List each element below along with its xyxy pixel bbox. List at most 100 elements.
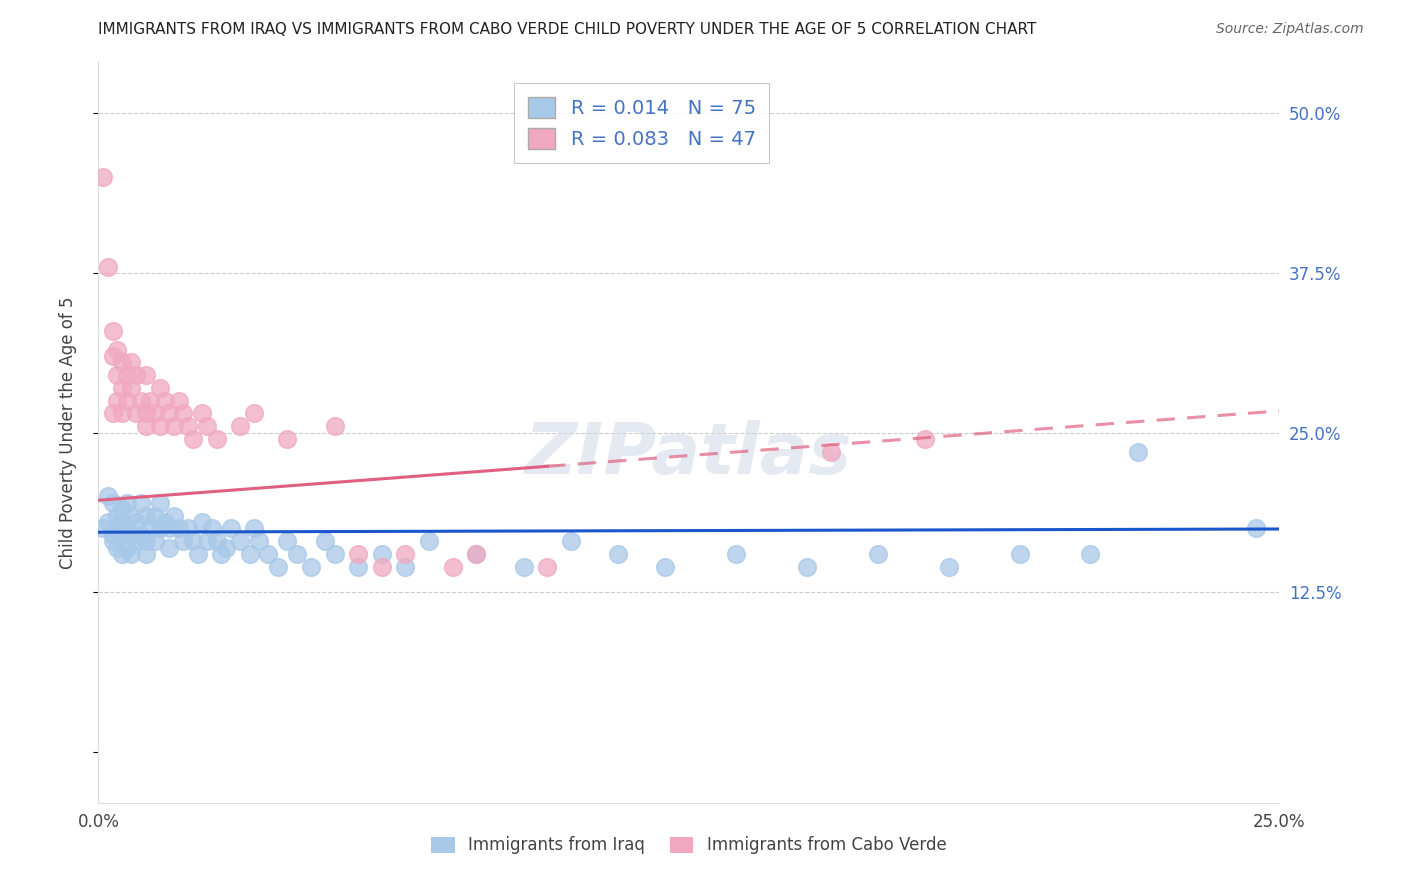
Point [267, 559, 290, 574]
Point [91, 521, 114, 535]
Point [181, 534, 204, 549]
Point [149, 496, 172, 510]
Point [111, 502, 134, 516]
Point [314, 534, 336, 549]
Point [465, 547, 488, 561]
Point [157, 541, 180, 555]
Point [938, 559, 960, 574]
Point [654, 559, 676, 574]
Text: IMMIGRANTS FROM IRAQ VS IMMIGRANTS FROM CABO VERDE CHILD POVERTY UNDER THE AGE O: IMMIGRANTS FROM IRAQ VS IMMIGRANTS FROM … [98, 22, 1036, 37]
Point [139, 393, 162, 408]
Point [125, 534, 148, 549]
Point [371, 547, 394, 561]
Point [135, 407, 157, 421]
Point [105, 368, 128, 383]
Point [135, 419, 157, 434]
Point [157, 407, 180, 421]
Point [91, 170, 114, 185]
Point [97, 515, 120, 529]
Point [121, 508, 143, 523]
Point [299, 559, 322, 574]
Point [143, 508, 166, 523]
Point [607, 547, 630, 561]
Point [167, 521, 190, 535]
Point [101, 527, 124, 541]
Point [111, 381, 134, 395]
Point [115, 393, 138, 408]
Point [560, 534, 582, 549]
Point [201, 521, 224, 535]
Point [101, 496, 124, 510]
Point [135, 508, 157, 523]
Point [111, 355, 134, 369]
Point [149, 521, 172, 535]
Point [205, 432, 228, 446]
Point [121, 381, 143, 395]
Point [181, 432, 204, 446]
Point [394, 559, 416, 574]
Point [247, 534, 270, 549]
Point [149, 419, 172, 434]
Text: ZIPatlas: ZIPatlas [526, 420, 852, 490]
Point [285, 547, 308, 561]
Point [101, 407, 124, 421]
Point [914, 432, 936, 446]
Point [371, 559, 394, 574]
Point [163, 508, 186, 523]
Point [121, 527, 143, 541]
Point [101, 324, 124, 338]
Point [153, 393, 176, 408]
Point [101, 349, 124, 363]
Point [149, 381, 172, 395]
Point [1244, 521, 1267, 535]
Point [115, 368, 138, 383]
Point [121, 355, 143, 369]
Point [725, 547, 748, 561]
Point [187, 547, 209, 561]
Point [163, 419, 186, 434]
Point [323, 419, 346, 434]
Point [347, 559, 370, 574]
Point [111, 547, 134, 561]
Point [157, 521, 180, 535]
Point [115, 521, 138, 535]
Point [1080, 547, 1102, 561]
Point [167, 393, 190, 408]
Point [125, 368, 148, 383]
Point [243, 521, 266, 535]
Point [1008, 547, 1031, 561]
Point [195, 419, 218, 434]
Point [129, 527, 152, 541]
Point [177, 521, 200, 535]
Point [323, 547, 346, 561]
Point [129, 496, 152, 510]
Point [418, 534, 440, 549]
Point [276, 432, 298, 446]
Point [866, 547, 889, 561]
Point [129, 393, 152, 408]
Point [195, 534, 218, 549]
Point [111, 527, 134, 541]
Point [512, 559, 534, 574]
Point [97, 260, 120, 274]
Point [229, 534, 252, 549]
Point [229, 419, 252, 434]
Point [105, 393, 128, 408]
Point [536, 559, 558, 574]
Point [219, 521, 242, 535]
Point [139, 521, 162, 535]
Point [101, 534, 124, 549]
Point [465, 547, 488, 561]
Point [125, 515, 148, 529]
Point [135, 534, 157, 549]
Point [191, 407, 214, 421]
Point [257, 547, 280, 561]
Point [105, 541, 128, 555]
Text: Source: ZipAtlas.com: Source: ZipAtlas.com [1216, 22, 1364, 37]
Point [153, 515, 176, 529]
Point [115, 496, 138, 510]
Point [125, 407, 148, 421]
Point [215, 541, 238, 555]
Point [820, 444, 842, 458]
Point [135, 368, 157, 383]
